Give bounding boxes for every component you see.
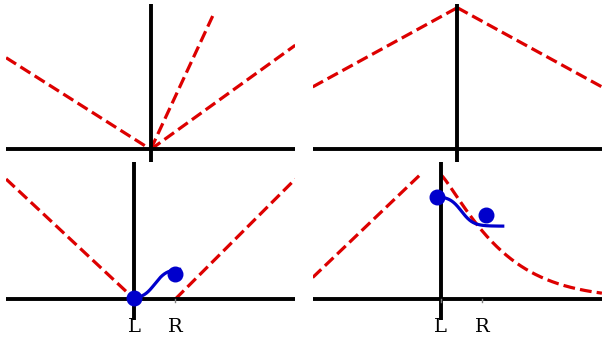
Point bbox=[171, 271, 181, 277]
Text: R: R bbox=[475, 318, 489, 336]
Text: L: L bbox=[128, 318, 140, 336]
Text: R: R bbox=[168, 318, 183, 336]
Point bbox=[432, 194, 441, 200]
Point bbox=[130, 295, 139, 301]
Text: L: L bbox=[434, 318, 447, 336]
Point bbox=[482, 213, 491, 218]
